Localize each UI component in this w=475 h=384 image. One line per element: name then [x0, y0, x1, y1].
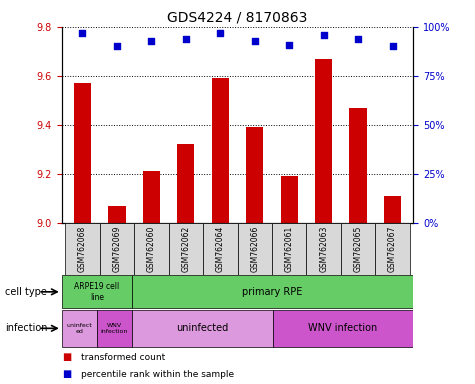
Point: [285, 41, 293, 48]
Bar: [315, 59, 332, 223]
FancyBboxPatch shape: [62, 310, 97, 347]
Text: GSM762066: GSM762066: [250, 225, 259, 272]
Text: primary RPE: primary RPE: [242, 287, 303, 297]
FancyBboxPatch shape: [273, 310, 413, 347]
Point: [251, 38, 258, 44]
Point: [217, 30, 224, 36]
Text: GSM762062: GSM762062: [181, 225, 190, 272]
Bar: [108, 205, 125, 223]
FancyBboxPatch shape: [306, 223, 341, 275]
FancyBboxPatch shape: [375, 223, 410, 275]
Text: ARPE19 cell
line: ARPE19 cell line: [74, 282, 120, 301]
FancyBboxPatch shape: [169, 223, 203, 275]
Text: GSM762067: GSM762067: [388, 225, 397, 272]
Text: ■: ■: [62, 369, 71, 379]
Point: [389, 43, 396, 50]
Text: GSM762064: GSM762064: [216, 225, 225, 272]
Bar: [281, 176, 298, 223]
Text: GSM762060: GSM762060: [147, 225, 156, 272]
Text: transformed count: transformed count: [81, 353, 165, 362]
Point: [148, 38, 155, 44]
Bar: [212, 78, 229, 223]
Title: GDS4224 / 8170863: GDS4224 / 8170863: [167, 10, 308, 24]
FancyBboxPatch shape: [341, 223, 375, 275]
Bar: [142, 171, 160, 223]
FancyBboxPatch shape: [132, 310, 273, 347]
FancyBboxPatch shape: [238, 223, 272, 275]
Text: infection: infection: [5, 323, 47, 333]
Bar: [350, 108, 367, 223]
FancyBboxPatch shape: [65, 223, 100, 275]
FancyBboxPatch shape: [62, 275, 132, 308]
Point: [354, 36, 362, 42]
Point: [320, 31, 327, 38]
Text: cell type: cell type: [5, 287, 47, 297]
Text: percentile rank within the sample: percentile rank within the sample: [81, 370, 234, 379]
Text: ■: ■: [62, 352, 71, 362]
Bar: [177, 144, 194, 223]
Bar: [74, 83, 91, 223]
FancyBboxPatch shape: [134, 223, 169, 275]
Text: WNV
infection: WNV infection: [101, 323, 128, 334]
Text: GSM762065: GSM762065: [353, 225, 362, 272]
Point: [113, 43, 121, 50]
FancyBboxPatch shape: [132, 275, 413, 308]
Text: GSM762068: GSM762068: [78, 225, 87, 272]
Bar: [384, 196, 401, 223]
FancyBboxPatch shape: [100, 223, 134, 275]
Point: [79, 30, 86, 36]
Text: uninfected: uninfected: [176, 323, 228, 333]
Text: uninfect
ed: uninfect ed: [66, 323, 92, 334]
Text: GSM762061: GSM762061: [285, 225, 294, 272]
FancyBboxPatch shape: [97, 310, 132, 347]
Text: GSM762069: GSM762069: [113, 225, 122, 272]
Point: [182, 36, 190, 42]
Text: GSM762063: GSM762063: [319, 225, 328, 272]
FancyBboxPatch shape: [272, 223, 306, 275]
Text: WNV infection: WNV infection: [308, 323, 378, 333]
FancyBboxPatch shape: [203, 223, 238, 275]
Bar: [246, 127, 263, 223]
